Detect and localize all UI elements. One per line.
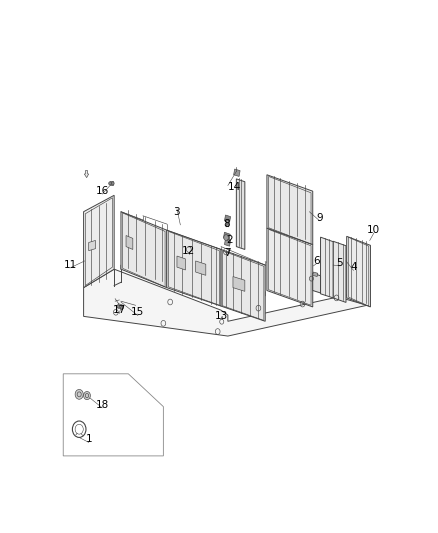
- Polygon shape: [321, 237, 333, 298]
- Polygon shape: [313, 272, 318, 277]
- Polygon shape: [88, 240, 95, 251]
- Text: 3: 3: [173, 207, 180, 217]
- Polygon shape: [267, 228, 313, 307]
- Text: 6: 6: [313, 256, 319, 266]
- Text: 4: 4: [350, 262, 357, 272]
- Polygon shape: [224, 215, 230, 222]
- Circle shape: [75, 390, 83, 399]
- Text: 1: 1: [85, 434, 92, 445]
- Circle shape: [109, 182, 111, 185]
- Text: 12: 12: [182, 246, 195, 256]
- Text: 18: 18: [95, 400, 109, 409]
- Text: 17: 17: [113, 305, 126, 315]
- Polygon shape: [346, 236, 371, 307]
- Polygon shape: [84, 195, 114, 288]
- Polygon shape: [121, 265, 265, 296]
- Circle shape: [84, 391, 90, 400]
- Polygon shape: [121, 212, 167, 288]
- Circle shape: [120, 306, 124, 309]
- Polygon shape: [167, 230, 221, 306]
- Text: 15: 15: [131, 307, 145, 317]
- Polygon shape: [84, 171, 88, 177]
- Circle shape: [111, 182, 114, 185]
- Polygon shape: [267, 175, 313, 245]
- Polygon shape: [233, 277, 245, 292]
- Polygon shape: [177, 256, 185, 270]
- Polygon shape: [221, 249, 265, 321]
- Text: 10: 10: [367, 225, 380, 235]
- Circle shape: [117, 305, 120, 308]
- Polygon shape: [84, 269, 367, 336]
- Text: 13: 13: [215, 311, 228, 321]
- Polygon shape: [226, 220, 229, 227]
- Polygon shape: [223, 232, 230, 240]
- Text: 16: 16: [95, 186, 109, 196]
- Polygon shape: [224, 239, 230, 246]
- Polygon shape: [126, 236, 133, 249]
- Polygon shape: [233, 169, 240, 176]
- Text: 2: 2: [226, 236, 233, 245]
- Circle shape: [224, 235, 229, 240]
- Polygon shape: [110, 181, 113, 185]
- Polygon shape: [237, 179, 245, 249]
- Polygon shape: [333, 241, 346, 302]
- Polygon shape: [196, 261, 206, 276]
- Text: 11: 11: [64, 260, 77, 270]
- Text: 8: 8: [223, 219, 230, 229]
- Text: 9: 9: [316, 213, 323, 223]
- Text: 14: 14: [228, 182, 241, 192]
- Text: 5: 5: [336, 258, 343, 268]
- Polygon shape: [117, 304, 124, 309]
- Text: 7: 7: [225, 248, 231, 258]
- Polygon shape: [313, 273, 321, 293]
- Polygon shape: [63, 374, 163, 456]
